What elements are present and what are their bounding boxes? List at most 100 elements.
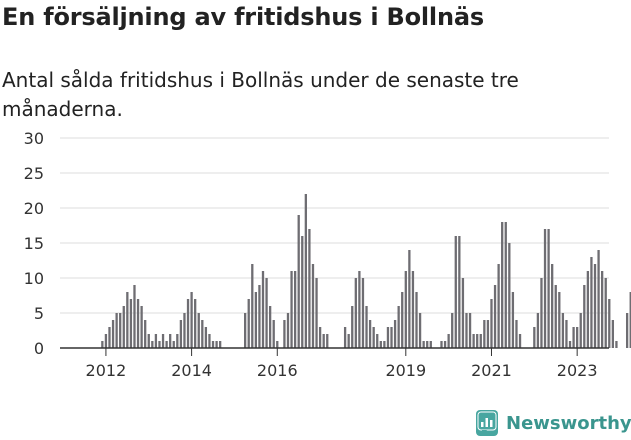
bar xyxy=(486,320,490,348)
bar xyxy=(122,306,125,348)
bar xyxy=(311,264,315,348)
newsworthy-logo-icon xyxy=(476,410,498,436)
bar xyxy=(504,222,507,348)
bar xyxy=(251,264,254,348)
bar xyxy=(161,334,165,348)
bar xyxy=(472,334,475,348)
bar xyxy=(593,264,597,348)
bar xyxy=(501,222,504,348)
bar xyxy=(576,327,579,348)
bar xyxy=(625,313,629,348)
y-tick-label: 10 xyxy=(24,269,44,288)
bar xyxy=(411,271,415,348)
bar xyxy=(443,341,447,348)
bar xyxy=(365,306,368,348)
bar xyxy=(129,299,133,348)
bar xyxy=(204,327,208,348)
bar xyxy=(111,320,115,348)
bar xyxy=(383,341,386,348)
bar xyxy=(497,264,500,348)
bar xyxy=(186,299,190,348)
bar xyxy=(144,320,147,348)
bar xyxy=(190,292,193,348)
bar xyxy=(272,320,275,348)
bar xyxy=(261,271,265,348)
bar xyxy=(276,341,279,348)
bar xyxy=(244,313,247,348)
bar xyxy=(308,229,311,348)
x-tick-label: 2012 xyxy=(86,361,127,380)
bar xyxy=(108,327,111,348)
bar xyxy=(565,320,568,348)
bar xyxy=(265,278,268,348)
bar xyxy=(119,313,122,348)
bar xyxy=(515,320,518,348)
bar xyxy=(572,327,575,348)
bar xyxy=(372,327,375,348)
bar xyxy=(151,341,154,348)
bar xyxy=(558,292,561,348)
bar xyxy=(476,334,479,348)
bar xyxy=(583,285,586,348)
bar xyxy=(611,320,615,348)
x-tick-label: 2023 xyxy=(557,361,598,380)
bar xyxy=(579,313,582,348)
bar xyxy=(397,306,400,348)
bar xyxy=(354,278,357,348)
bar xyxy=(561,313,565,348)
bar xyxy=(358,271,361,348)
bar xyxy=(318,327,322,348)
chart-subtitle: Antal sålda fritidshus i Bollnäs under d… xyxy=(2,68,519,121)
bar xyxy=(254,292,258,348)
bar xyxy=(533,327,536,348)
bar xyxy=(326,334,329,348)
bar xyxy=(293,271,297,348)
bar xyxy=(211,341,215,348)
bar xyxy=(429,341,432,348)
bar xyxy=(440,341,443,348)
bar xyxy=(590,257,593,348)
bar xyxy=(368,320,372,348)
bar xyxy=(176,334,179,348)
bar xyxy=(136,299,140,348)
bar xyxy=(361,278,365,348)
bar xyxy=(169,334,172,348)
bar xyxy=(447,334,450,348)
bar xyxy=(508,243,511,348)
bar xyxy=(301,236,304,348)
bar xyxy=(283,320,286,348)
bar xyxy=(379,341,382,348)
bar xyxy=(179,320,183,348)
x-tick-label: 2014 xyxy=(171,361,212,380)
bar xyxy=(343,327,347,348)
bar xyxy=(115,313,118,348)
bar xyxy=(404,271,407,348)
bar xyxy=(468,313,472,348)
bar xyxy=(304,194,307,348)
bar xyxy=(490,299,493,348)
bar xyxy=(629,292,631,348)
x-tick-label: 2019 xyxy=(385,361,426,380)
bar xyxy=(551,264,554,348)
y-tick-label: 30 xyxy=(24,129,44,148)
bar xyxy=(386,327,390,348)
bar xyxy=(426,341,429,348)
bar xyxy=(201,320,204,348)
y-tick-label: 25 xyxy=(24,164,44,183)
bar xyxy=(290,271,293,348)
bar xyxy=(376,334,379,348)
bar xyxy=(351,306,354,348)
bar xyxy=(183,313,186,348)
bar xyxy=(215,341,218,348)
newsworthy-logo-text: Newsworthy xyxy=(506,412,631,434)
bar xyxy=(461,278,465,348)
bar xyxy=(451,313,454,348)
bar xyxy=(543,229,547,348)
y-tick-label: 20 xyxy=(24,199,44,218)
bar xyxy=(418,313,422,348)
bar xyxy=(297,215,300,348)
bar xyxy=(511,292,515,348)
bar xyxy=(547,229,550,348)
bar xyxy=(604,278,607,348)
